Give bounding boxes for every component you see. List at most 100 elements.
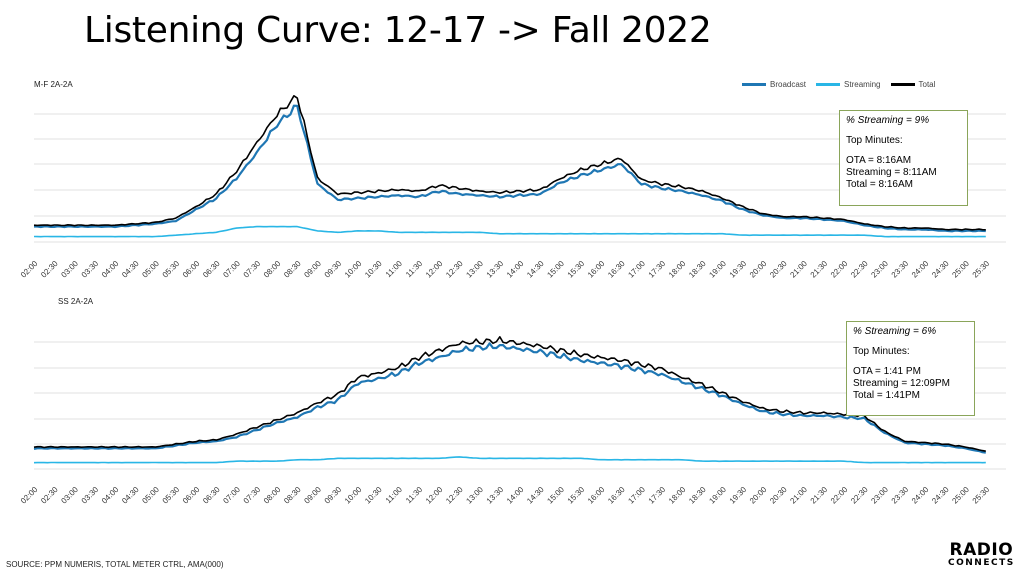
total-line: [33, 336, 986, 452]
top-minute-streaming-weekend: Streaming = 12:09PM: [853, 378, 950, 389]
x-tick-label: 13:30: [485, 259, 506, 280]
total-line: [33, 95, 986, 231]
top-minute-total-weekend: Total = 1:41PM: [853, 390, 920, 401]
x-tick-label: 16:00: [586, 259, 607, 280]
x-tick-label: 19:00: [707, 259, 728, 280]
x-tick-label: 18:30: [687, 259, 708, 280]
radio-connects-logo: RADIO CONNECTS: [948, 542, 1015, 568]
x-tick-label: 03:00: [59, 259, 80, 280]
x-tick-label: 16:30: [606, 259, 627, 280]
x-tick-label: 13:00: [464, 485, 485, 506]
top-minute-streaming-weekday: Streaming = 8:11AM: [846, 167, 937, 178]
x-tick-label: 14:00: [505, 259, 526, 280]
legend-swatch-streaming: [816, 83, 841, 86]
x-tick-label: 11:30: [404, 485, 424, 505]
x-tick-label: 10:00: [343, 259, 364, 280]
legend-swatch-total: [890, 83, 915, 86]
x-tick-label: 12:00: [424, 485, 445, 506]
x-tick-label: 15:00: [545, 485, 566, 506]
x-tick-label: 16:00: [586, 485, 607, 506]
legend-swatch-broadcast: [742, 83, 766, 86]
x-tick-label: 23:00: [869, 259, 890, 280]
chart-legend: Broadcast Streaming Total: [742, 80, 935, 89]
x-tick-label: 14:30: [525, 259, 546, 280]
legend-item-broadcast: Broadcast: [742, 80, 806, 89]
x-tick-label: 09:30: [323, 259, 344, 280]
legend-label-total: Total: [918, 80, 936, 89]
streaming-line: [33, 456, 986, 464]
x-tick-label: 15:00: [545, 259, 566, 280]
x-tick-label: 17:30: [647, 259, 668, 280]
x-tick-label: 06:30: [201, 259, 222, 280]
top-minutes-heading-weekend: Top Minutes:: [853, 346, 910, 357]
x-tick-label: 02:00: [19, 259, 40, 280]
x-tick-label: 25:30: [971, 485, 992, 506]
x-tick-label: 15:30: [566, 485, 587, 506]
legend-item-streaming: Streaming: [816, 80, 881, 89]
x-tick-label: 12:30: [444, 485, 465, 506]
x-tick-label: 04:30: [120, 485, 141, 506]
x-tick-label: 25:30: [971, 259, 992, 280]
x-tick-label: 08:30: [282, 259, 303, 280]
x-tick-label: 20:00: [748, 485, 769, 506]
x-tick-label: 03:30: [80, 485, 101, 506]
x-tick-label: 09:00: [302, 259, 323, 280]
x-tick-label: 24:00: [910, 485, 931, 506]
x-tick-label: 10:00: [343, 485, 364, 506]
x-tick-label: 11:00: [384, 259, 404, 279]
x-tick-label: 21:30: [809, 259, 830, 280]
source-note: SOURCE: PPM NUMERIS, TOTAL METER CTRL, A…: [6, 560, 224, 569]
broadcast-line: [34, 104, 986, 233]
x-tick-label: 23:30: [890, 259, 911, 280]
legend-item-total: Total: [890, 80, 936, 89]
x-tick-label: 08:00: [262, 259, 283, 280]
x-tick-label: 09:00: [302, 485, 323, 506]
x-tick-label: 24:00: [910, 259, 931, 280]
x-tick-label: 07:30: [242, 259, 263, 280]
x-tick-label: 22:00: [829, 259, 850, 280]
x-tick-label: 17:00: [626, 259, 647, 280]
x-tick-label: 08:30: [282, 485, 303, 506]
x-tick-label: 07:30: [242, 485, 263, 506]
x-tick-label: 19:30: [728, 259, 749, 280]
x-tick-label: 13:00: [464, 259, 485, 280]
legend-label-streaming: Streaming: [844, 80, 881, 89]
streaming-share-weekend: % Streaming = 6%: [853, 326, 937, 337]
logo-line-1: RADIO: [949, 540, 1014, 560]
x-tick-label: 02:00: [19, 485, 40, 506]
x-tick-label: 22:30: [849, 259, 870, 280]
x-tick-label: 14:30: [525, 485, 546, 506]
info-box-weekend: % Streaming = 6% Top Minutes: OTA = 1:41…: [846, 321, 975, 416]
x-tick-label: 06:00: [181, 259, 202, 280]
x-tick-label: 20:30: [768, 485, 789, 506]
x-tick-label: 25:00: [950, 485, 971, 506]
x-tick-label: 14:00: [505, 485, 526, 506]
top-minute-ota-weekend: OTA = 1:41 PM: [853, 366, 921, 377]
x-tick-label: 05:00: [140, 259, 161, 280]
x-tick-label: 23:00: [869, 485, 890, 506]
x-tick-label: 07:00: [221, 485, 242, 506]
top-minute-total-weekday: Total = 8:16AM: [846, 179, 913, 190]
x-tick-label: 16:30: [606, 485, 627, 506]
x-tick-label: 05:00: [140, 485, 161, 506]
x-tick-label: 03:30: [80, 259, 101, 280]
x-tick-label: 22:30: [849, 485, 870, 506]
x-tick-label: 10:30: [363, 485, 384, 506]
x-tick-label: 07:00: [221, 259, 242, 280]
x-tick-label: 23:30: [890, 485, 911, 506]
x-tick-label: 02:30: [39, 259, 60, 280]
x-tick-label: 17:30: [647, 485, 668, 506]
x-tick-label: 19:30: [728, 485, 749, 506]
x-tick-label: 06:00: [181, 485, 202, 506]
x-tick-label: 18:30: [687, 485, 708, 506]
streaming-line: [33, 225, 986, 238]
x-tick-label: 13:30: [485, 485, 506, 506]
x-tick-label: 04:00: [100, 485, 121, 506]
x-tick-label: 10:30: [363, 259, 384, 280]
legend-label-broadcast: Broadcast: [770, 80, 807, 89]
x-tick-label: 04:30: [120, 259, 141, 280]
streaming-share-weekday: % Streaming = 9%: [846, 115, 930, 126]
top-minute-ota-weekday: OTA = 8:16AM: [846, 155, 912, 166]
x-tick-label: 04:00: [100, 259, 121, 280]
